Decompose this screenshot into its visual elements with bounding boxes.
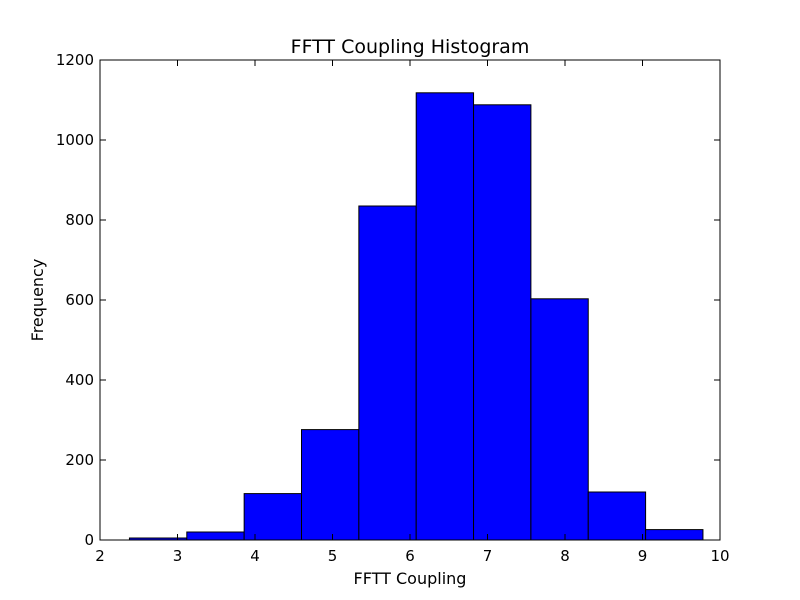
x-tick-label: 2 — [95, 547, 105, 565]
y-tick-label: 800 — [65, 211, 94, 229]
x-axis-label: FFTT Coupling — [354, 569, 467, 588]
x-tick-label: 7 — [483, 547, 493, 565]
histogram-bar — [301, 429, 360, 541]
y-tick-label: 200 — [65, 451, 94, 469]
chart-title: FFTT Coupling Histogram — [291, 36, 530, 58]
histogram-bar — [645, 529, 704, 541]
x-tick-label: 9 — [638, 547, 648, 565]
y-tick-label: 600 — [65, 291, 94, 309]
x-tick-label: 3 — [173, 547, 183, 565]
histogram-bar — [358, 205, 417, 541]
x-tick-label: 10 — [710, 547, 729, 565]
x-axis-ticks: 2 3 4 5 6 7 8 9 10 — [95, 60, 730, 565]
histogram-bar — [530, 298, 589, 541]
histogram-bar — [243, 493, 302, 541]
y-tick-label: 0 — [84, 531, 94, 549]
y-axis-ticks: 0 200 400 600 800 1000 1200 — [56, 51, 720, 549]
histogram-bar — [415, 92, 475, 541]
y-tick-label: 1000 — [56, 131, 94, 149]
y-axis-label: Frequency — [28, 259, 47, 342]
x-tick-label: 4 — [250, 547, 260, 565]
histogram-bar — [473, 104, 532, 541]
x-tick-label: 6 — [405, 547, 415, 565]
histogram-bar — [186, 531, 245, 541]
bars-group — [128, 92, 704, 541]
y-tick-label: 1200 — [56, 51, 94, 69]
histogram-bar — [587, 491, 647, 541]
x-tick-label: 8 — [560, 547, 570, 565]
x-tick-label: 5 — [328, 547, 338, 565]
y-tick-label: 400 — [65, 371, 94, 389]
